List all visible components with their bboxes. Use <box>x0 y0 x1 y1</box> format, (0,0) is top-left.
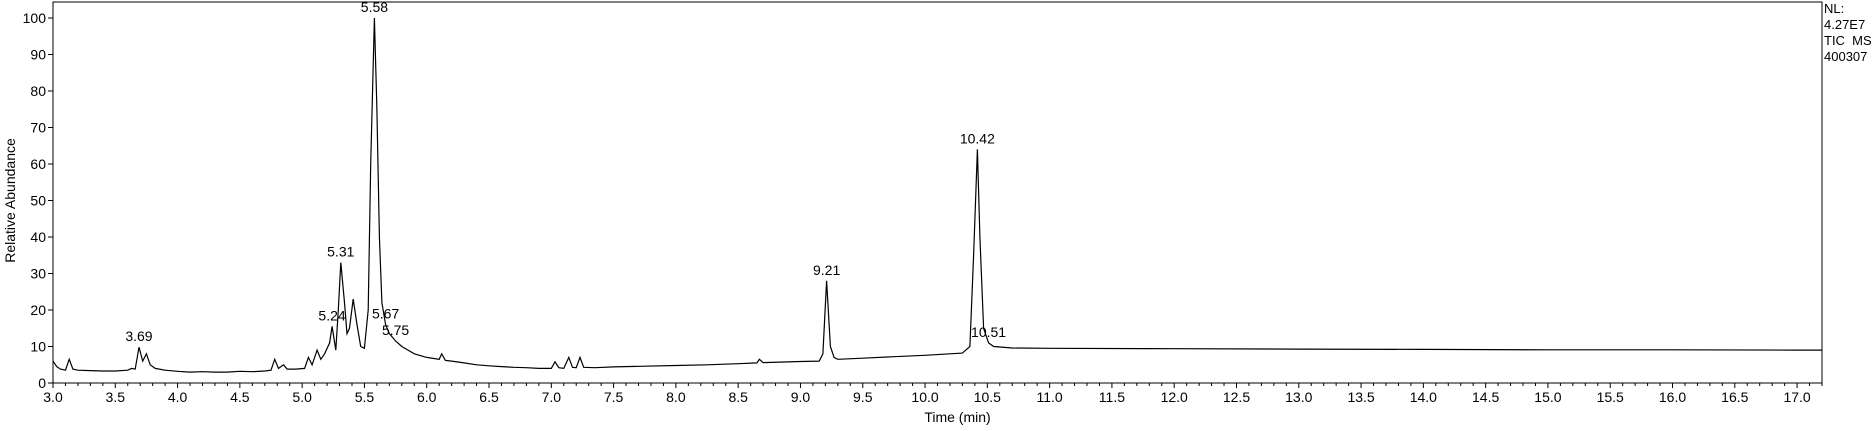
x-tick-label: 14.5 <box>1472 389 1499 405</box>
x-tick-label: 16.0 <box>1659 389 1686 405</box>
nl-value: 4.27E7 <box>1824 17 1866 32</box>
x-tick-label: 9.5 <box>853 389 873 405</box>
y-tick-label: 80 <box>30 83 46 99</box>
x-tick-label: 16.5 <box>1721 389 1748 405</box>
y-tick-label: 60 <box>30 156 46 172</box>
y-tick-label: 30 <box>30 266 46 282</box>
x-tick-label: 7.0 <box>542 389 562 405</box>
x-tick-label: 10.0 <box>911 389 938 405</box>
y-axis-title: Relative Abundance <box>2 138 18 263</box>
x-tick-label: 6.5 <box>479 389 499 405</box>
peak-label: 5.67 <box>372 306 399 322</box>
x-tick-label: 7.5 <box>604 389 624 405</box>
x-tick-label: 17.0 <box>1783 389 1810 405</box>
x-tick-label: 15.5 <box>1597 389 1624 405</box>
x-tick-label: 6.0 <box>417 389 437 405</box>
peak-label: 3.69 <box>125 328 152 344</box>
x-tick-label: 5.5 <box>355 389 375 405</box>
y-tick-label: 0 <box>38 375 46 391</box>
y-tick-label: 50 <box>30 193 46 209</box>
peak-label: 5.58 <box>361 0 388 15</box>
x-tick-label: 12.5 <box>1223 389 1250 405</box>
peak-label: 5.31 <box>327 244 354 260</box>
y-tick-label: 20 <box>30 302 46 318</box>
x-tick-label: 11.0 <box>1037 389 1063 405</box>
trace-label: TIC MS <box>1824 33 1872 48</box>
x-tick-label: 13.5 <box>1347 389 1374 405</box>
peak-label: 9.21 <box>813 262 840 278</box>
peak-label: 10.51 <box>971 324 1006 340</box>
x-tick-label: 13.0 <box>1285 389 1312 405</box>
plot-frame <box>52 1 1823 384</box>
y-tick-label: 100 <box>23 10 47 26</box>
info-block: NL: 4.27E7 TIC MS 400307 <box>1824 1 1872 65</box>
peak-label: 5.24 <box>318 307 345 323</box>
peak-label: 5.75 <box>382 322 409 338</box>
x-tick-label: 11.5 <box>1099 389 1125 405</box>
x-tick-label: 8.0 <box>666 389 686 405</box>
x-tick-label: 9.0 <box>791 389 811 405</box>
x-tick-label: 15.0 <box>1534 389 1561 405</box>
x-tick-label: 4.5 <box>230 389 250 405</box>
x-tick-label: 4.0 <box>168 389 188 405</box>
x-tick-label: 10.5 <box>974 389 1001 405</box>
nl-label: NL: <box>1824 1 1845 16</box>
sample-label: 400307 <box>1824 49 1868 64</box>
x-axis-title: Time (min) <box>924 409 990 425</box>
y-tick-label: 70 <box>30 120 46 136</box>
series-line-0 <box>52 17 1822 373</box>
x-tick-label: 3.0 <box>43 389 63 405</box>
x-tick-label: 5.0 <box>292 389 312 405</box>
peak-label: 10.42 <box>960 130 995 146</box>
y-tick-label: 10 <box>30 339 46 355</box>
y-tick-label: 40 <box>30 229 46 245</box>
x-tick-label: 8.5 <box>728 389 748 405</box>
x-tick-label: 12.0 <box>1161 389 1188 405</box>
x-tick-label: 14.0 <box>1410 389 1437 405</box>
y-tick-label: 90 <box>30 47 46 63</box>
x-tick-label: 3.5 <box>106 389 126 405</box>
